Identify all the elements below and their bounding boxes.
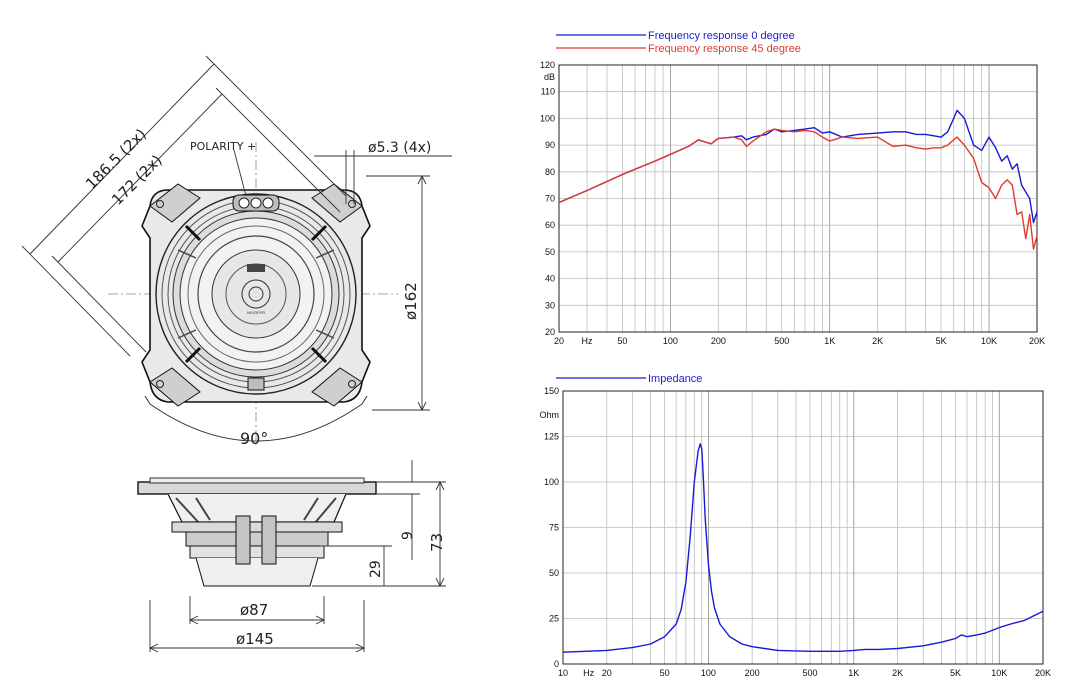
x-tick-label: 10K xyxy=(981,336,997,346)
x-tick-label: 200 xyxy=(711,336,726,346)
polarity-label: POLARITY + xyxy=(190,140,256,153)
x-tick-label: 5K xyxy=(936,336,947,346)
y-tick-label: 150 xyxy=(544,386,559,396)
series-line-1 xyxy=(558,128,1038,250)
plot-frame xyxy=(558,64,1038,333)
y-tick-label: 75 xyxy=(549,523,559,533)
y-tick-label: 0 xyxy=(554,659,559,669)
x-tick-label: 20K xyxy=(1029,336,1045,346)
y-tick-label: 70 xyxy=(545,194,555,204)
diagonal-dimensions xyxy=(21,55,452,357)
y-tick-label: 90 xyxy=(545,140,555,150)
hole-diameter-label: ø5.3 (4x) xyxy=(368,140,431,156)
legend-label: Frequency response 0 degree xyxy=(648,30,795,42)
basket-diameter-label: ø145 xyxy=(236,630,274,648)
legend-label: Frequency response 45 degree xyxy=(648,43,801,55)
y-tick-label: 100 xyxy=(540,113,555,123)
front-view: WOOFER xyxy=(108,142,398,448)
x-tick-label: 1K xyxy=(824,336,835,346)
y-tick-label: 30 xyxy=(545,300,555,310)
frame-diameter-label: ø162 xyxy=(402,282,420,320)
y-tick-label: 125 xyxy=(544,432,559,442)
x-tick-label: 20 xyxy=(554,336,564,346)
frame-diameter-dimension xyxy=(366,174,430,412)
total-height-label: 73 xyxy=(428,533,446,552)
plot-frame xyxy=(562,390,1044,665)
x-tick-label: 10K xyxy=(991,668,1007,678)
x-tick-label: 200 xyxy=(745,668,760,678)
y-tick-label: 20 xyxy=(545,327,555,337)
y-tick-label: 80 xyxy=(545,167,555,177)
y-tick-label: 40 xyxy=(545,274,555,284)
x-tick-label: 20 xyxy=(602,668,612,678)
x-tick-label: 20K xyxy=(1035,668,1051,678)
magnet-diameter-label: ø87 xyxy=(240,601,268,619)
x-tick-label: 5K xyxy=(950,668,961,678)
x-tick-label: 100 xyxy=(663,336,678,346)
speaker-technical-drawing: WOOFER xyxy=(21,55,452,653)
y-axis-unit: dB xyxy=(544,72,555,82)
svg-text:WOOFER: WOOFER xyxy=(247,310,265,315)
y-tick-label: 50 xyxy=(549,568,559,578)
x-tick-label: 2K xyxy=(872,336,883,346)
x-tick-label: 50 xyxy=(660,668,670,678)
legend-label: Impedance xyxy=(648,373,702,385)
series-line-0 xyxy=(558,109,1038,224)
x-tick-label: Hz xyxy=(583,668,594,678)
impedance-chart: 0 25 50 75 100 125 150 Ohm 10 Hz 20 50 100 200 500 1K 2K… xyxy=(539,373,1051,678)
x-tick-label: Hz xyxy=(582,336,593,346)
x-tick-label: 100 xyxy=(701,668,716,678)
x-tick-label: 1K xyxy=(848,668,859,678)
x-tick-label: 500 xyxy=(803,668,818,678)
x-tick-label: 2K xyxy=(892,668,903,678)
x-tick-label: 10 xyxy=(558,668,568,678)
y-tick-label: 25 xyxy=(549,614,559,624)
y-tick-label: 110 xyxy=(541,87,555,97)
magnet-height-label: 29 xyxy=(368,560,384,578)
side-dimensions xyxy=(148,460,446,653)
y-axis-unit: Ohm xyxy=(539,410,559,420)
y-tick-label: 60 xyxy=(545,220,555,230)
y-tick-label: 120 xyxy=(540,60,555,70)
side-view xyxy=(137,477,377,587)
frequency-response-chart: 20 30 40 50 60 70 80 90 100 110 120 dB 20 Hz 50 100 200 5… xyxy=(540,30,1045,346)
series-line-0 xyxy=(562,443,1044,653)
angle-label: 90° xyxy=(240,429,268,448)
x-tick-label: 50 xyxy=(617,336,627,346)
y-tick-label: 100 xyxy=(544,477,559,487)
x-tick-label: 500 xyxy=(774,336,789,346)
y-tick-label: 50 xyxy=(545,247,555,257)
flange-height-label: 9 xyxy=(400,531,416,540)
